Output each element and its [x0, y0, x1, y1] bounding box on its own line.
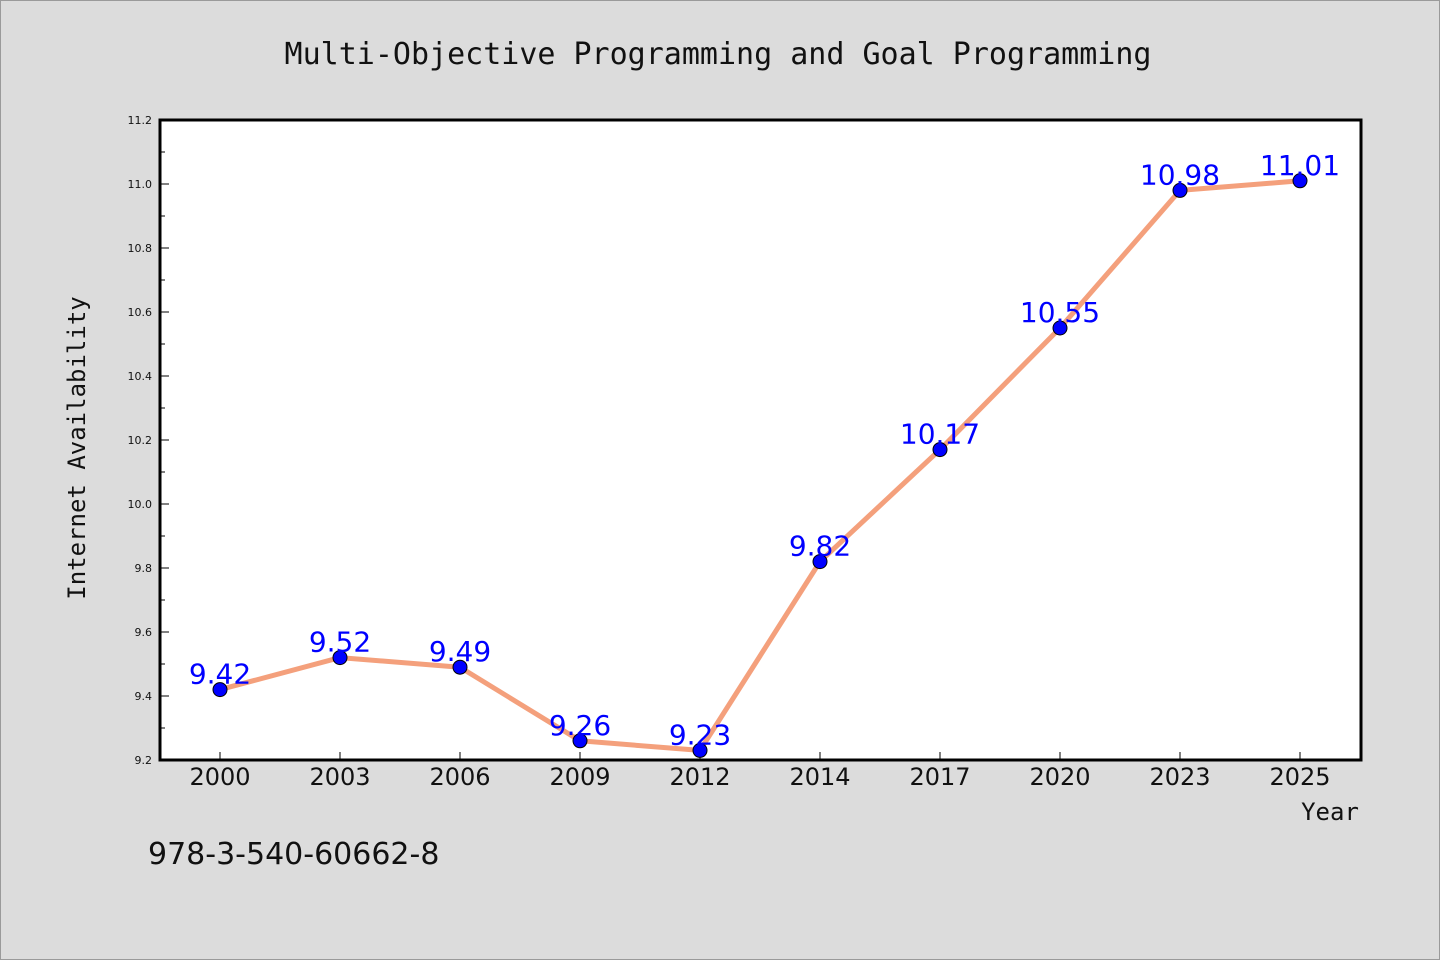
- y-tick-label: 9.8: [135, 562, 153, 575]
- x-axis-label: Year: [1301, 798, 1359, 826]
- y-tick-label: 9.2: [135, 754, 153, 767]
- y-tick-label: 10.6: [128, 306, 153, 319]
- y-tick-label: 9.6: [135, 626, 153, 639]
- x-tick-label: 2023: [1149, 763, 1210, 791]
- data-label: 9.52: [309, 626, 371, 659]
- y-tick-label: 10.4: [128, 370, 153, 383]
- data-point: [1172, 182, 1188, 198]
- y-axis-label: Internet Availability: [63, 296, 91, 599]
- data-label: 9.82: [789, 530, 851, 563]
- data-point: [452, 659, 468, 675]
- y-tick-label: 10.0: [128, 498, 153, 511]
- data-label: 11.01: [1260, 149, 1340, 182]
- data-label: 10.55: [1020, 296, 1100, 329]
- data-point: [692, 742, 708, 758]
- x-tick-label: 2012: [669, 763, 730, 791]
- data-label: 9.23: [669, 718, 731, 751]
- data-point: [932, 442, 948, 458]
- y-tick-label: 11.0: [128, 178, 153, 191]
- data-point: [332, 650, 348, 666]
- series-line: [219, 178, 1301, 753]
- x-tick-label: 2020: [1029, 763, 1090, 791]
- x-tick-label: 2025: [1269, 763, 1330, 791]
- y-tick-label: 11.2: [128, 114, 153, 127]
- y-tick-label: 9.4: [135, 690, 153, 703]
- data-label: 10.98: [1140, 158, 1220, 191]
- y-tick-label: 10.8: [128, 242, 153, 255]
- data-point: [1292, 173, 1308, 189]
- data-label: 9.26: [549, 709, 611, 742]
- data-point: [812, 554, 828, 570]
- y-tick-label: 10.2: [128, 434, 153, 447]
- x-axis: 2000 2003 2006 2009 2012 2014 2017 2020 2023 2025: [189, 752, 1331, 791]
- footnote-isbn: 978-3-540-60662-8: [148, 837, 439, 872]
- x-tick-label: 2009: [549, 763, 610, 791]
- x-tick-label: 2017: [909, 763, 970, 791]
- data-label: 10.17: [900, 418, 980, 451]
- x-tick-label: 2014: [789, 763, 850, 791]
- data-label: 9.49: [429, 635, 491, 668]
- data-point: [212, 682, 228, 698]
- data-point: [1052, 320, 1068, 336]
- data-label: 9.42: [189, 658, 251, 691]
- y-axis: 9.2 9.4 9.6 9.8 10.0 10.2 10.4 10.6 10.8 11.0 11.2: [128, 114, 169, 767]
- chart-title: Multi-Objective Programming and Goal Pro…: [285, 37, 1152, 72]
- data-points: [212, 173, 1308, 758]
- x-tick-label: 2000: [189, 763, 250, 791]
- x-tick-label: 2003: [309, 763, 370, 791]
- data-point: [572, 733, 588, 749]
- x-tick-label: 2006: [429, 763, 490, 791]
- data-labels: 9.42 9.52 9.49 9.26 9.23 9.82 10.17 10.55 10.98 1…: [189, 149, 1340, 752]
